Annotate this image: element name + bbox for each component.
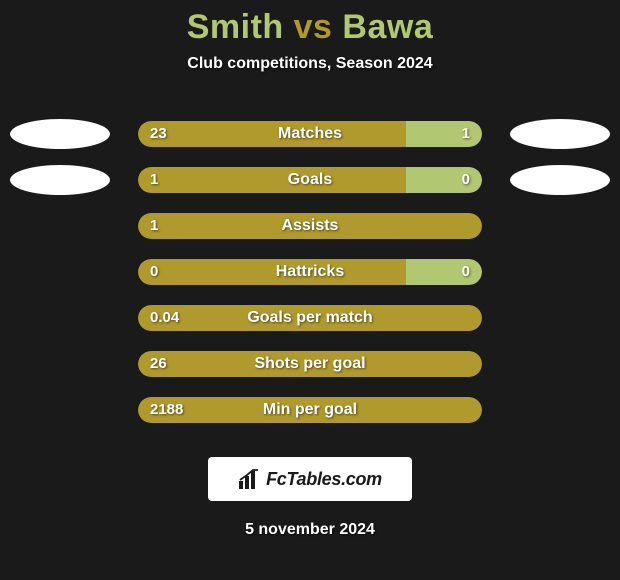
stat-bar-right <box>406 259 482 285</box>
player1-name: Smith <box>187 8 284 46</box>
stat-bar-left <box>138 167 406 193</box>
stat-row: Goals per match0.04 <box>0 299 620 345</box>
logo-text: FcTables.com <box>266 469 382 490</box>
stat-bar <box>138 167 482 193</box>
stat-row: Assists1 <box>0 207 620 253</box>
player1-avatar <box>10 119 110 149</box>
stat-bar-left <box>138 351 482 377</box>
player1-avatar <box>10 165 110 195</box>
stat-bar-right <box>406 121 482 147</box>
site-logo-badge[interactable]: FcTables.com <box>208 457 412 501</box>
stat-row: Matches231 <box>0 115 620 161</box>
vs-word: vs <box>294 8 333 46</box>
player2-avatar <box>510 165 610 195</box>
stat-bar-right <box>406 167 482 193</box>
stat-bar <box>138 259 482 285</box>
player2-avatar <box>510 119 610 149</box>
stat-row: Shots per goal26 <box>0 345 620 391</box>
stat-bar-left <box>138 397 482 423</box>
stat-bar <box>138 213 482 239</box>
stat-bar-left <box>138 121 406 147</box>
subtitle: Club competitions, Season 2024 <box>0 55 620 73</box>
stat-bar <box>138 121 482 147</box>
chart-icon <box>238 469 260 489</box>
stat-bar <box>138 305 482 331</box>
stat-row: Hattricks00 <box>0 253 620 299</box>
page-title: Smith vs Bawa <box>0 0 620 47</box>
stat-bar-left <box>138 213 482 239</box>
date-text: 5 november 2024 <box>0 521 620 539</box>
stat-bar-left <box>138 305 482 331</box>
player2-name: Bawa <box>342 8 433 46</box>
stat-bar <box>138 351 482 377</box>
stats-area: Matches231Goals10Assists1Hattricks00Goal… <box>0 115 620 437</box>
stat-row: Min per goal2188 <box>0 391 620 437</box>
stat-bar <box>138 397 482 423</box>
stat-row: Goals10 <box>0 161 620 207</box>
stat-bar-left <box>138 259 406 285</box>
